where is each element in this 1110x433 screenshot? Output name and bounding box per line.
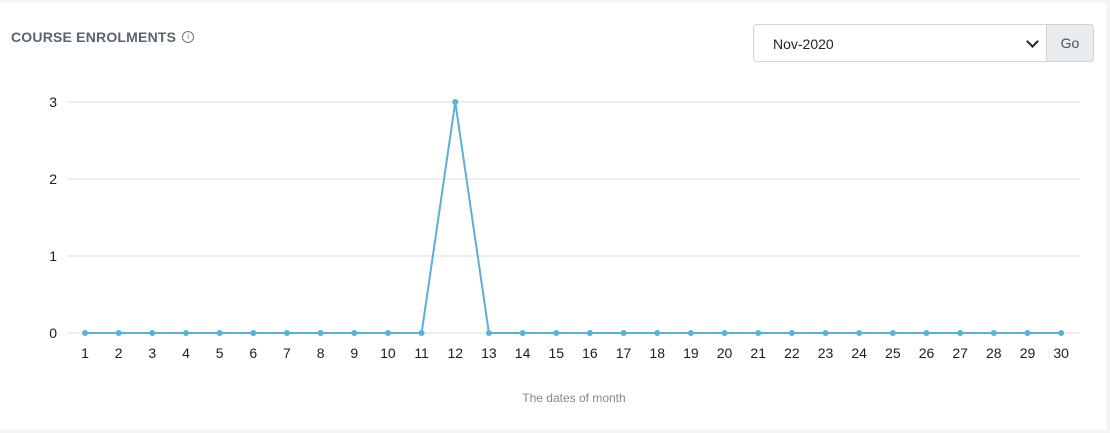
data-point xyxy=(889,330,896,336)
x-tick-label: 16 xyxy=(582,345,598,361)
x-tick-label: 12 xyxy=(447,345,463,361)
x-tick-label: 13 xyxy=(481,345,497,361)
x-tick-label: 17 xyxy=(616,345,632,361)
go-button[interactable]: Go xyxy=(1046,24,1094,62)
series-line xyxy=(85,101,1062,334)
y-tick-label: 2 xyxy=(49,171,57,187)
x-tick-label: 19 xyxy=(683,345,699,361)
x-tick-label: 30 xyxy=(1053,345,1069,361)
month-select-value: Nov-2020 xyxy=(773,36,834,52)
x-tick-label: 23 xyxy=(818,345,834,361)
data-point xyxy=(957,330,964,336)
x-tick-label: 25 xyxy=(885,345,901,361)
x-tick-label: 2 xyxy=(115,345,123,361)
y-tick-label: 1 xyxy=(49,248,57,264)
data-point xyxy=(317,330,324,336)
series-layer xyxy=(82,99,1065,336)
data-point xyxy=(1024,330,1031,336)
x-tick-label: 4 xyxy=(182,345,190,361)
x-tick-label: 5 xyxy=(216,345,224,361)
y-tick-labels: 0 1 2 3 xyxy=(49,94,57,341)
x-tick-label: 9 xyxy=(350,345,358,361)
data-point xyxy=(418,330,425,336)
data-point xyxy=(519,330,526,336)
data-point xyxy=(216,330,223,336)
info-icon[interactable]: i xyxy=(182,31,195,43)
x-tick-label: 11 xyxy=(414,345,429,361)
data-point xyxy=(856,330,863,336)
x-tick-label: 15 xyxy=(548,345,564,361)
data-point xyxy=(351,330,358,336)
data-point xyxy=(283,330,290,336)
chart-title: COURSE ENROLMENTS i xyxy=(11,29,195,45)
data-point xyxy=(1058,330,1065,336)
x-tick-label: 1 xyxy=(81,345,89,361)
chart-card: COURSE ENROLMENTS i xyxy=(0,3,1106,430)
x-tick-label: 28 xyxy=(986,345,1002,361)
data-point xyxy=(149,330,156,336)
x-tick-label: 10 xyxy=(380,345,396,361)
data-point xyxy=(822,330,829,336)
data-point xyxy=(384,330,391,336)
x-tick-label: 14 xyxy=(515,345,531,361)
x-tick-label: 27 xyxy=(952,345,968,361)
data-point xyxy=(115,330,122,336)
data-point xyxy=(788,330,795,336)
data-point xyxy=(250,330,257,336)
x-tick-labels: 1 2 3 4 5 6 7 8 9 10 11 12 13 14 15 16 17 18 19 20 21 22 23 24 2… xyxy=(81,345,1069,361)
data-point xyxy=(687,330,694,336)
data-point xyxy=(923,330,930,336)
x-tick-label: 6 xyxy=(249,345,257,361)
data-point xyxy=(990,330,997,336)
data-point xyxy=(620,330,627,336)
month-select[interactable]: Nov-2020 xyxy=(753,24,1047,62)
chart-title-text: COURSE ENROLMENTS xyxy=(11,29,177,45)
x-tick-label: 29 xyxy=(1020,345,1036,361)
data-point xyxy=(452,99,459,105)
y-tick-label: 0 xyxy=(49,325,57,341)
x-tick-label: 18 xyxy=(649,345,665,361)
x-tick-label: 20 xyxy=(717,345,733,361)
data-point xyxy=(586,330,593,336)
data-point xyxy=(82,330,88,336)
x-tick-label: 22 xyxy=(784,345,800,361)
data-point xyxy=(755,330,762,336)
data-point xyxy=(721,330,728,336)
data-point xyxy=(182,330,189,336)
x-axis-label: The dates of month xyxy=(522,391,625,405)
x-tick-label: 24 xyxy=(851,345,867,361)
x-tick-label: 21 xyxy=(750,345,766,361)
y-tick-label: 3 xyxy=(49,94,57,110)
x-tick-label: 3 xyxy=(148,345,156,361)
x-tick-label: 7 xyxy=(283,345,291,361)
x-tick-label: 26 xyxy=(919,345,935,361)
x-tick-label: 8 xyxy=(317,345,325,361)
data-point xyxy=(654,330,661,336)
data-point xyxy=(485,330,492,336)
data-point xyxy=(553,330,560,336)
grid-lines xyxy=(68,101,1080,334)
